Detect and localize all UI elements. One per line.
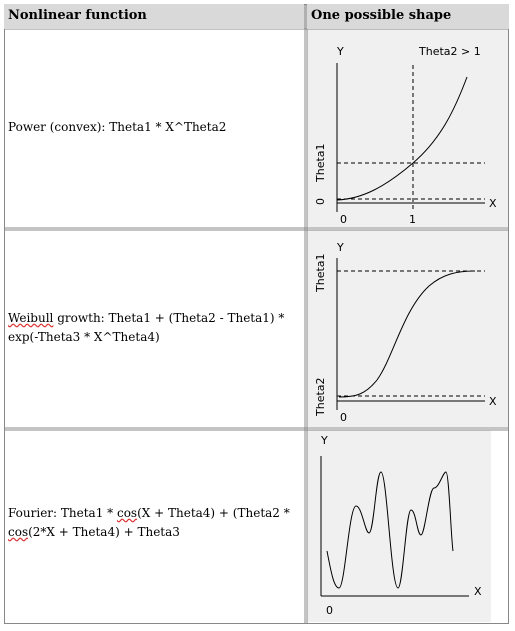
fourier-curve [326,471,454,589]
power-x-tick-0: 0 [340,213,347,226]
power-curve [336,76,468,201]
fourier-cos-1: cos [116,506,138,520]
weibull-plot-background [307,230,509,427]
power-x-tick-1: 1 [409,213,416,226]
weibull-formula: growth: Theta1 + (Theta2 - Theta1) * exp… [8,311,285,344]
fourier-part-c: (2*X + Theta4) + Theta3 [28,525,180,539]
power-x-axis-label: X [489,197,497,210]
fourier-x-tick-0: 0 [326,604,333,617]
fourier-part-b: (X + Theta4) + (Theta2 * [137,506,290,520]
power-annotation: Theta2 > 1 [418,45,481,58]
fourier-function-text: Fourier: Theta1 * cos(X + Theta4) + (The… [4,504,304,542]
nonlinear-function-table: Nonlinear function One possible shape Po… [4,4,509,624]
weibull-y-axis-label: Y [336,241,344,254]
table-grid [4,4,509,624]
weibull-x-tick-0: 0 [340,411,347,424]
power-shape-plot: Y Theta2 > 1 X Theta1 0 0 1 [314,45,497,226]
power-y-tick-zero: 0 [314,198,327,205]
weibull-y-tick-theta1: Theta1 [314,253,327,293]
fourier-plot-background [307,430,491,622]
weibull-shape-plot: Y X Theta1 Theta2 0 [314,241,497,424]
fourier-cos-2: cos [8,525,29,539]
fourier-x-axis-label: X [474,585,482,598]
fourier-part-a: Fourier: Theta1 * [8,506,117,520]
power-function-text: Power (convex): Theta1 * X^Theta2 [8,120,227,134]
header-nonlinear-function: Nonlinear function [4,4,304,29]
weibull-function-text: Weibull growth: Theta1 + (Theta2 - Theta… [4,309,304,347]
fourier-y-axis-label: Y [320,434,328,447]
weibull-y-tick-theta2: Theta2 [314,377,327,417]
fourier-shape-plot: Y X 0 [320,434,482,617]
weibull-word: Weibull [8,311,54,325]
weibull-curve [338,270,476,398]
power-plot-background [307,29,509,227]
header-possible-shape: One possible shape [307,4,509,29]
power-y-tick-theta1: Theta1 [314,143,327,183]
power-y-axis-label: Y [336,45,344,58]
weibull-x-axis-label: X [489,395,497,408]
